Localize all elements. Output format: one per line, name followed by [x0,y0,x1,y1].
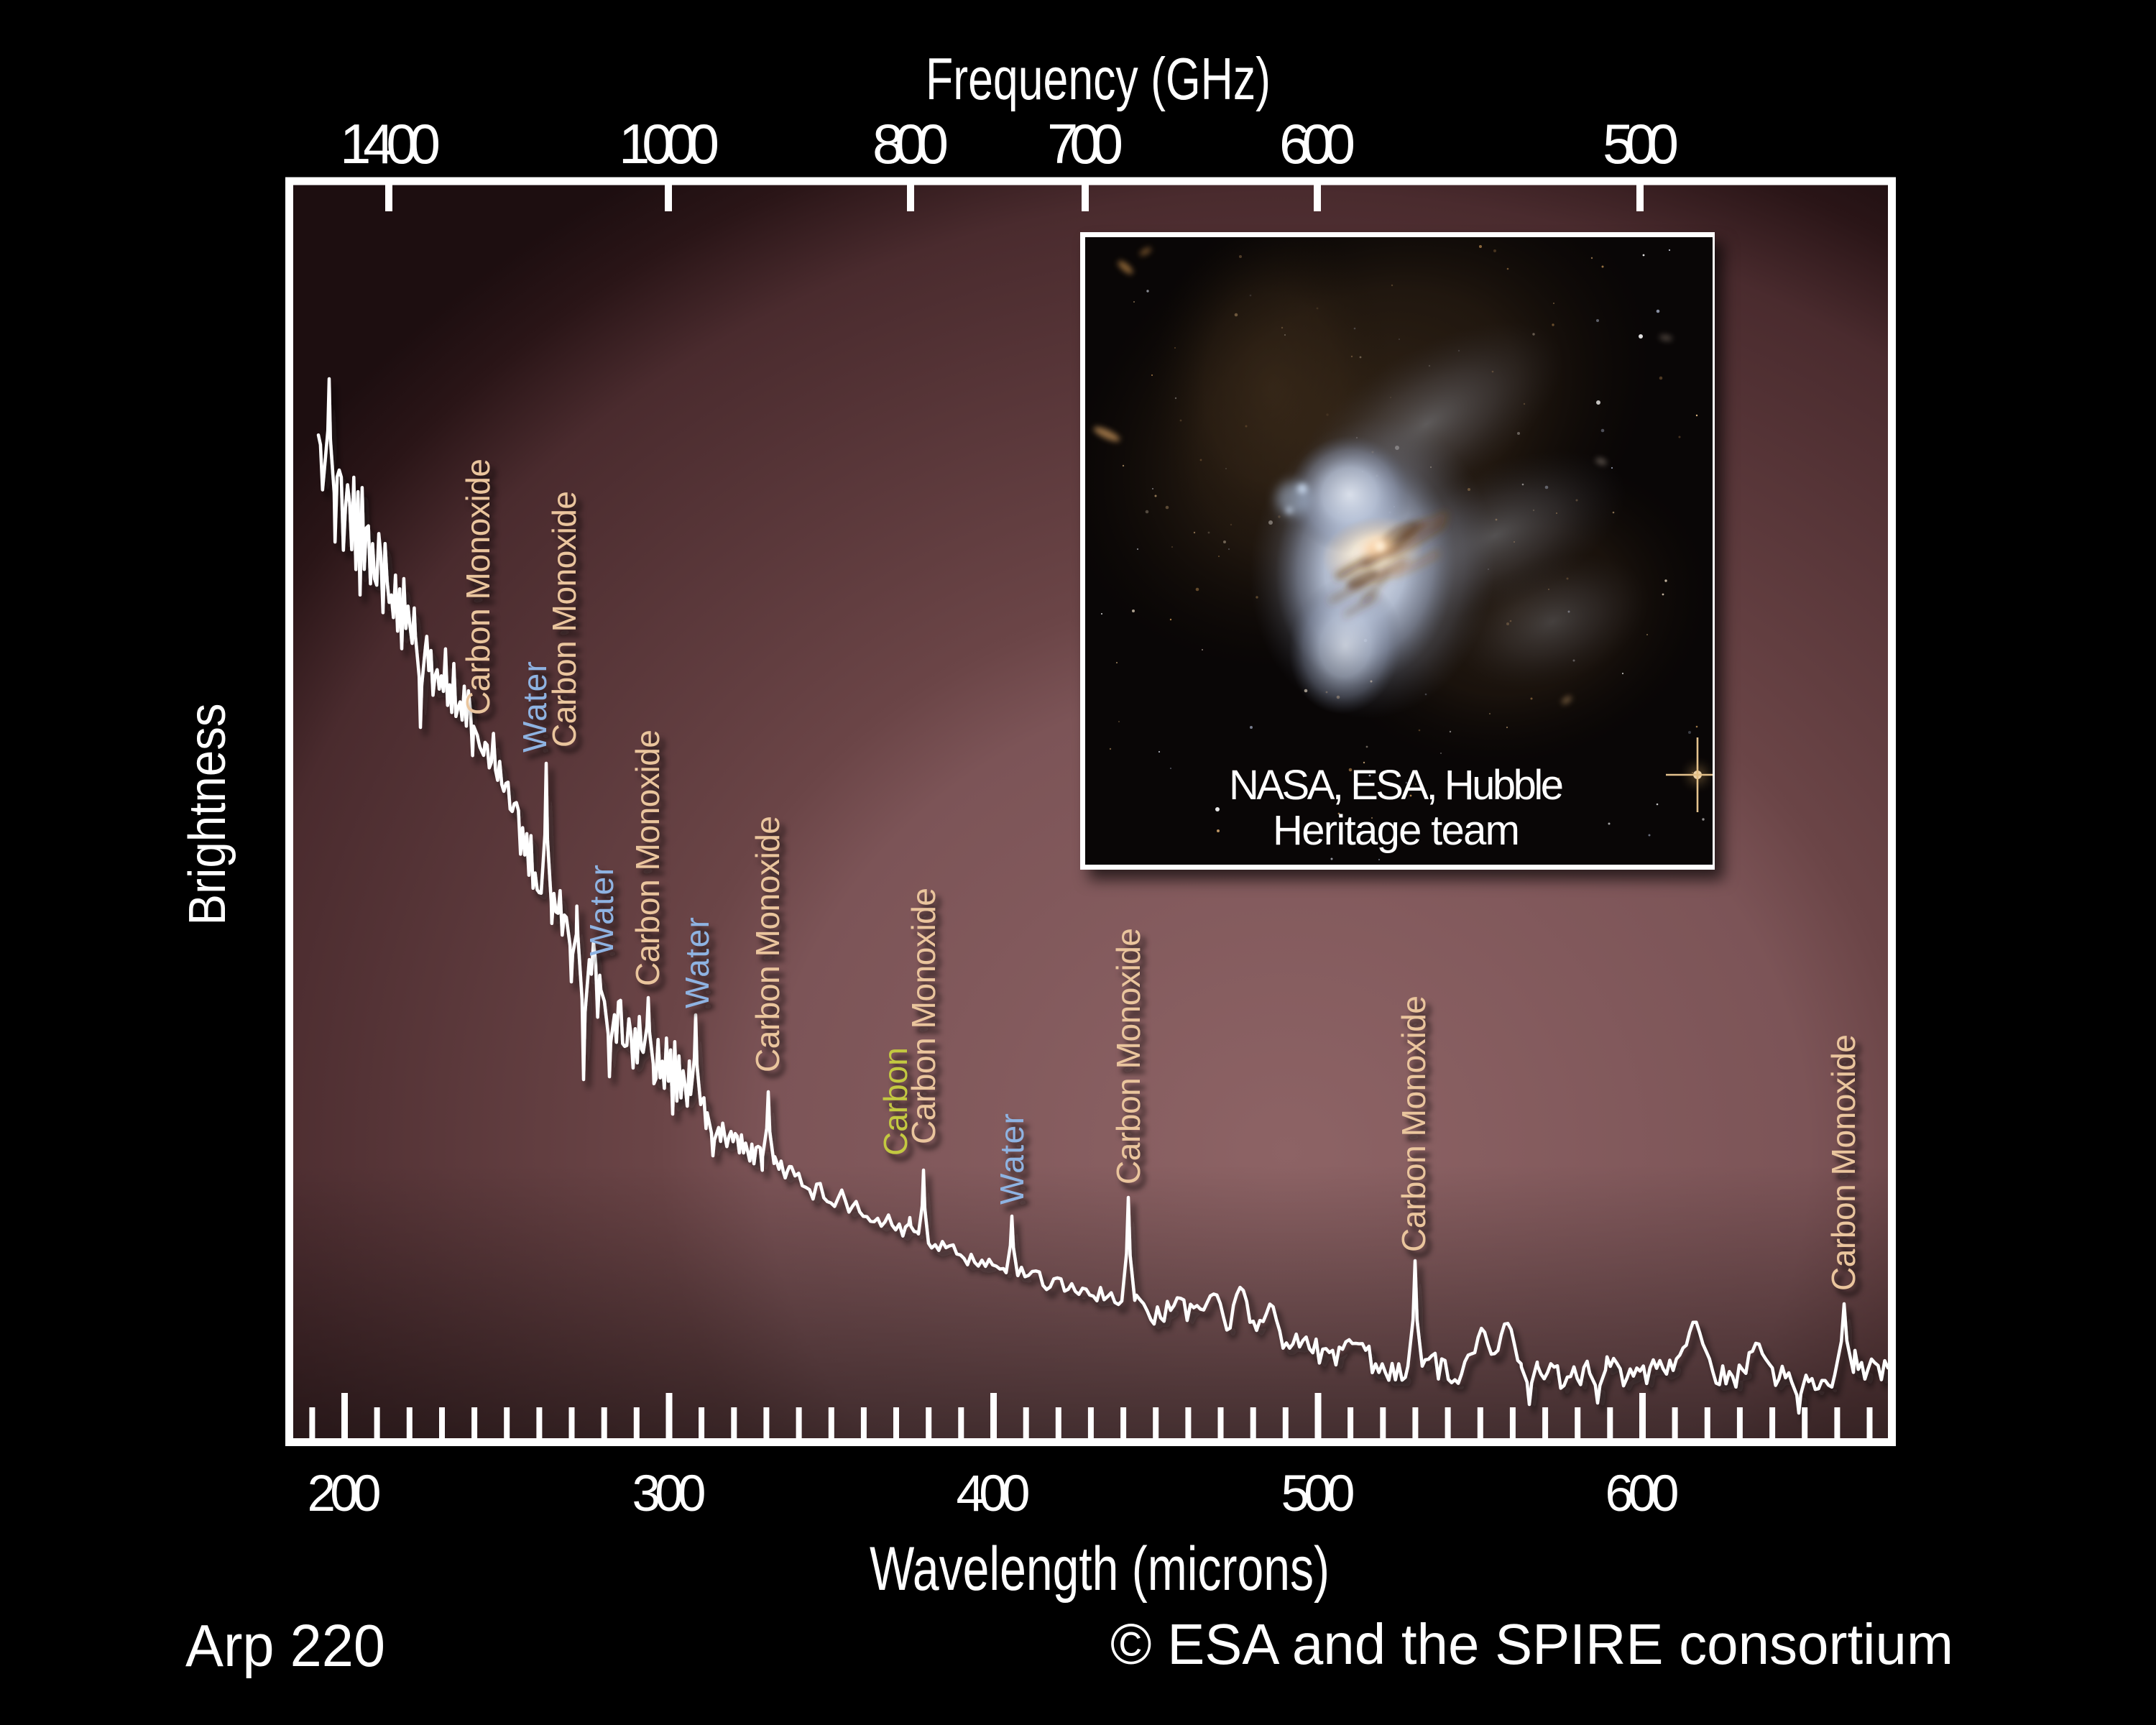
svg-text:Brightness: Brightness [179,704,236,926]
svg-text:Carbon Monoxide: Carbon Monoxide [1395,995,1432,1252]
svg-text:700: 700 [1047,112,1123,175]
svg-text:800: 800 [872,112,949,175]
svg-text:600: 600 [1606,1466,1680,1522]
svg-text:Water: Water [678,917,716,1008]
svg-text:Carbon Monoxide: Carbon Monoxide [749,816,786,1072]
svg-text:Carbon Monoxide: Carbon Monoxide [1825,1034,1862,1291]
svg-text:400: 400 [957,1466,1031,1522]
svg-text:500: 500 [1281,1466,1355,1522]
svg-text:200: 200 [308,1466,382,1522]
svg-text:Carbon: Carbon [877,1047,914,1156]
svg-text:300: 300 [632,1466,706,1522]
svg-text:600: 600 [1279,112,1355,175]
svg-text:Carbon Monoxide: Carbon Monoxide [459,459,497,715]
svg-text:500: 500 [1603,112,1679,175]
svg-text:Carbon Monoxide: Carbon Monoxide [629,730,666,986]
svg-text:NASA, ESA, Hubble: NASA, ESA, Hubble [1229,762,1564,809]
svg-text:Wavelength (microns): Wavelength (microns) [870,1535,1330,1604]
svg-text:Water: Water [516,661,553,753]
svg-text:© ESA and the SPIRE consortium: © ESA and the SPIRE consortium [1110,1612,1953,1676]
svg-text:1000: 1000 [619,112,719,175]
svg-text:Carbon Monoxide: Carbon Monoxide [1110,928,1147,1184]
svg-text:Water: Water [993,1113,1031,1205]
svg-text:Arp 220: Arp 220 [185,1612,385,1679]
svg-text:Water: Water [583,865,620,956]
svg-text:Heritage team: Heritage team [1273,807,1520,854]
svg-text:Carbon Monoxide: Carbon Monoxide [545,491,583,748]
svg-text:Frequency (GHz): Frequency (GHz) [926,45,1271,112]
svg-text:Carbon Monoxide: Carbon Monoxide [905,888,942,1144]
svg-text:1400: 1400 [340,112,441,175]
